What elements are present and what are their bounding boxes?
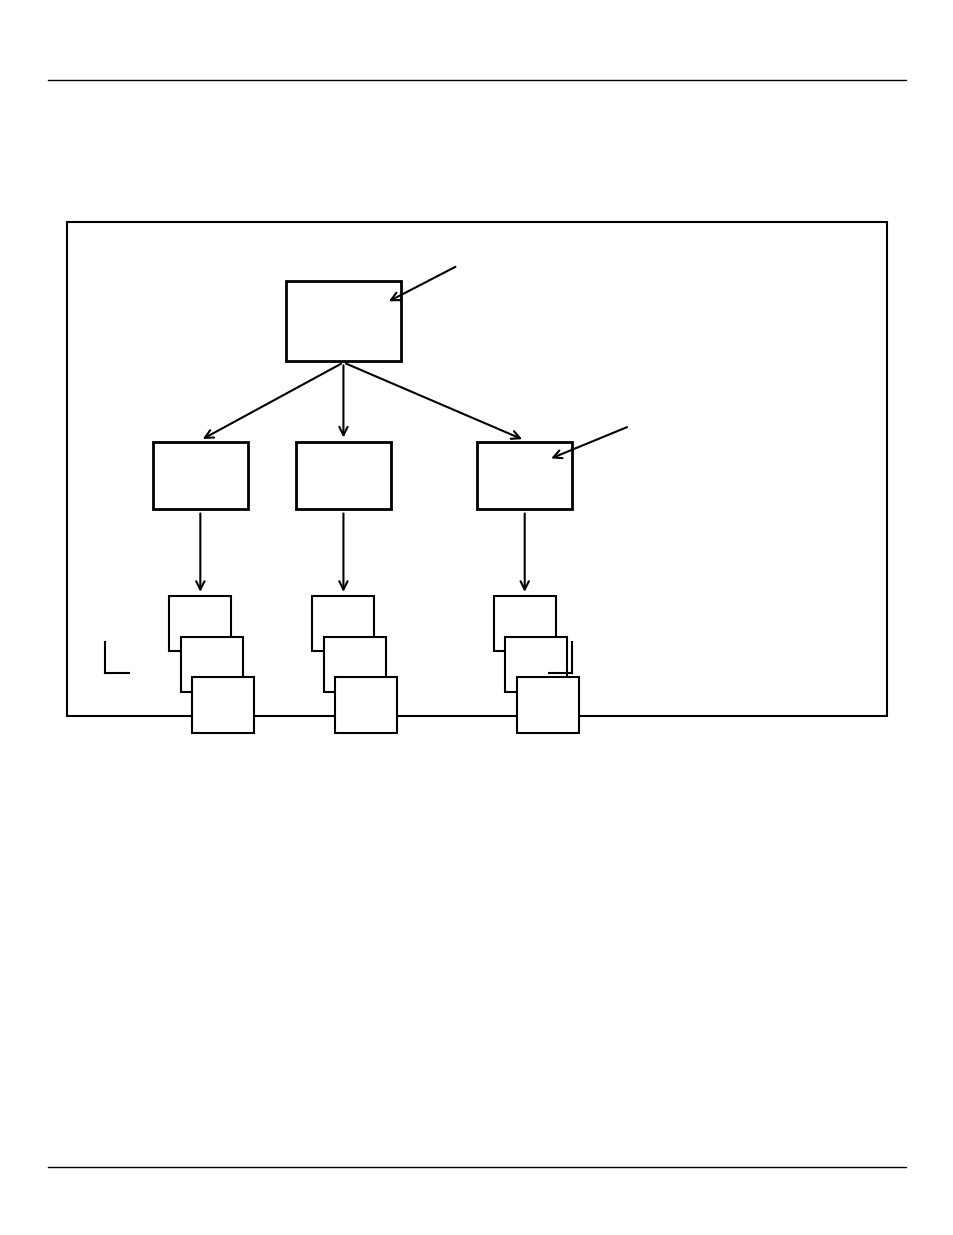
Bar [170, 597, 231, 652]
Bar [286, 282, 400, 361]
Bar [295, 441, 391, 509]
Bar [335, 677, 397, 734]
Bar [67, 222, 886, 716]
Bar [324, 637, 385, 692]
Bar [476, 441, 572, 509]
Bar [505, 637, 566, 692]
Bar [152, 441, 248, 509]
Bar [313, 597, 374, 652]
Bar [192, 677, 253, 734]
Bar [494, 597, 555, 652]
Bar [517, 677, 578, 734]
Bar [181, 637, 242, 692]
